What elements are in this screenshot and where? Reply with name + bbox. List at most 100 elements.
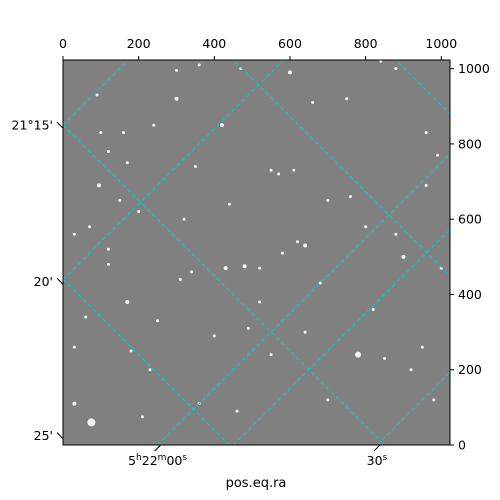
- star-point: [125, 161, 129, 165]
- plot-frame: [62, 59, 451, 446]
- star-point: [277, 172, 281, 176]
- star-point: [95, 93, 99, 97]
- star-point: [409, 368, 413, 372]
- star-point: [326, 198, 330, 202]
- ra-tick-label: 5h22m00s: [128, 453, 187, 468]
- star-point: [174, 96, 179, 101]
- star-point: [424, 131, 428, 135]
- star-point: [87, 418, 96, 427]
- star-point: [182, 217, 186, 221]
- star-point: [258, 266, 262, 270]
- star-point: [303, 243, 308, 248]
- dec-tick-label: 25': [34, 428, 53, 443]
- ra-tick-mark: [154, 444, 161, 452]
- star-point: [401, 254, 406, 259]
- star-point: [424, 183, 428, 187]
- star-point: [223, 266, 228, 271]
- star-field: [72, 60, 443, 427]
- star-point: [394, 67, 398, 71]
- star-point: [72, 345, 76, 349]
- star-point: [227, 202, 231, 206]
- star-point: [420, 345, 424, 349]
- dec-tick-mark: [56, 432, 64, 439]
- x-axis-label: pos.eq.ra: [226, 476, 287, 491]
- star-point: [212, 334, 216, 338]
- star-point: [383, 356, 387, 360]
- world-axis-ticks: 5h22m00s 30s 21°15' 20' 25': [12, 118, 388, 468]
- star-point: [152, 123, 156, 127]
- star-point: [394, 232, 398, 236]
- sky-image: [63, 60, 450, 445]
- x-tick-label: 600: [278, 36, 302, 51]
- star-point: [296, 240, 300, 244]
- star-point: [246, 326, 250, 330]
- star-point: [287, 70, 292, 75]
- star-point: [269, 353, 273, 357]
- star-point: [303, 330, 307, 334]
- axis-ticks: 0 200 400 600 800 1000 0 200 400 600 800 1000: [59, 36, 490, 453]
- dec-tick-mark: [56, 277, 64, 285]
- star-point: [122, 131, 126, 135]
- star-point: [235, 409, 239, 413]
- star-point: [292, 168, 296, 172]
- star-point: [311, 101, 315, 105]
- star-point: [219, 123, 224, 128]
- star-point: [318, 281, 322, 285]
- star-point: [258, 300, 262, 304]
- star-point: [190, 270, 194, 274]
- dec-grid-line: [63, 279, 231, 445]
- star-point: [355, 351, 362, 358]
- y-tick-label: 400: [458, 287, 482, 302]
- ra-grid-line: [157, 153, 450, 445]
- x-tick-label: 800: [354, 36, 378, 51]
- star-point: [148, 368, 152, 372]
- x-tick-label: 1000: [425, 36, 457, 51]
- star-point: [96, 183, 101, 188]
- star-point: [140, 415, 144, 419]
- star-point: [242, 264, 247, 269]
- star-point: [129, 349, 133, 353]
- star-point: [364, 225, 368, 229]
- star-point: [269, 168, 273, 172]
- star-point: [156, 319, 160, 323]
- y-tick-label: 0: [458, 438, 466, 453]
- star-point: [371, 308, 375, 312]
- star-point: [84, 315, 88, 319]
- x-tick-label: 0: [59, 36, 67, 51]
- star-point: [193, 165, 197, 169]
- dec-grid-line: [63, 124, 386, 445]
- star-point: [72, 232, 76, 236]
- y-tick-label: 600: [458, 212, 482, 227]
- star-point: [174, 69, 178, 73]
- star-point: [432, 398, 436, 402]
- y-tick-label: 800: [458, 136, 482, 151]
- x-tick-label: 200: [127, 36, 151, 51]
- star-point: [125, 299, 130, 304]
- ra-tick-label: 30s: [367, 453, 388, 468]
- dec-tick-label: 21°15': [12, 118, 54, 133]
- star-point: [345, 97, 349, 101]
- star-point: [87, 225, 91, 229]
- star-point: [72, 401, 77, 406]
- star-point: [326, 398, 330, 402]
- star-point: [106, 247, 110, 251]
- y-tick-label: 1000: [458, 61, 490, 76]
- star-point: [197, 63, 201, 67]
- dec-tick-mark: [56, 121, 64, 129]
- star-point: [280, 251, 284, 255]
- dec-tick-label: 20': [34, 274, 53, 289]
- ra-tick-mark: [373, 444, 381, 452]
- star-point: [137, 210, 141, 214]
- x-tick-label: 400: [202, 36, 226, 51]
- star-point: [118, 198, 122, 202]
- star-point: [99, 131, 103, 135]
- y-tick-label: 200: [458, 362, 482, 377]
- star-point: [178, 277, 182, 281]
- star-point: [436, 153, 440, 157]
- star-point: [106, 149, 110, 153]
- star-point: [379, 60, 383, 63]
- star-point: [106, 262, 110, 266]
- star-point: [349, 195, 353, 199]
